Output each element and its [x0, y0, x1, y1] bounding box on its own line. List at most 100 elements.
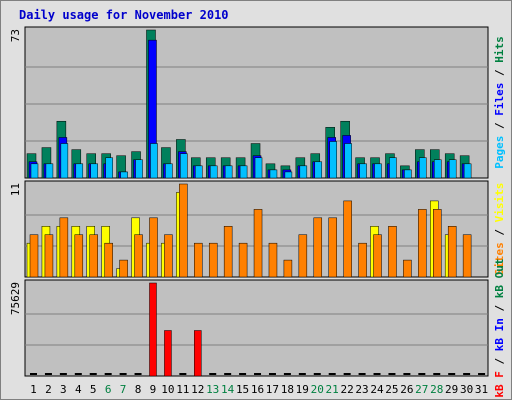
bar-sites [29, 234, 39, 278]
x-tick-label: 21 [326, 383, 339, 396]
legend-entry: / [493, 351, 506, 371]
bar-pages [374, 163, 382, 179]
x-tick-label: 16 [251, 383, 264, 396]
x-tick-label: 28 [430, 383, 443, 396]
legend-entry: Visits [493, 183, 506, 223]
bar-pages [105, 157, 113, 179]
x-tick-label: 1 [30, 383, 37, 396]
x-tick-label: 11 [176, 383, 189, 396]
x-tick-label: 25 [385, 383, 398, 396]
bar-sites [164, 234, 173, 278]
bar-sites [418, 209, 427, 278]
bar-sites [313, 217, 323, 278]
legend-entry: Pages [493, 136, 506, 169]
bar-sites [223, 226, 233, 278]
bar-pages [120, 171, 128, 179]
x-tick-label: 10 [161, 383, 174, 396]
x-axis-labels: 1 2 3 4 5 6 7 8 9 10 11 12 13 14 15 16 17 18 19 20 21 22 23 24 2… [30, 383, 488, 396]
bar-pages [269, 169, 278, 179]
x-tick-label: 5 [90, 383, 97, 396]
bar-pages [389, 157, 397, 179]
panel-kbytes-max-label: 75629 [9, 282, 22, 315]
bar-sites [283, 259, 293, 278]
bar-pages [463, 163, 472, 179]
legend-entry: / [493, 63, 506, 83]
bar-kbf [194, 330, 202, 377]
bar-pages [135, 159, 143, 179]
bar-pages [404, 169, 412, 179]
bar-pages [344, 143, 352, 179]
bar-sites [134, 234, 143, 278]
bar-sites [119, 259, 128, 278]
bar-pages [45, 163, 54, 179]
legend-entry: kB In [493, 318, 506, 351]
x-tick-label: 13 [206, 383, 219, 396]
x-tick-label: 31 [475, 383, 488, 396]
bar-sites [149, 217, 158, 278]
bar-sites [179, 183, 188, 278]
bar-kbf [149, 282, 157, 377]
x-tick-label: 4 [75, 383, 82, 396]
legend-entry: / [493, 222, 506, 242]
bar-sites [208, 242, 218, 278]
legend-entry: Files [493, 83, 506, 116]
x-tick-label: 20 [311, 383, 324, 396]
bar-sites [44, 234, 54, 278]
bar-pages [254, 157, 263, 179]
x-tick-label: 24 [370, 383, 384, 396]
panel-kbytes-legend: kB F / kB In / kB Out [493, 258, 506, 397]
x-tick-label: 22 [340, 383, 353, 396]
panel-visits-legend: Sites / Visits [493, 183, 506, 276]
x-tick-label: 6 [105, 383, 112, 396]
x-tick-label: 19 [296, 383, 309, 396]
bar-pages [239, 165, 248, 179]
x-tick-label: 26 [400, 383, 413, 396]
bar-pages [359, 163, 367, 179]
bar-sites [104, 242, 113, 278]
x-tick-label: 3 [60, 383, 67, 396]
bar-pages [209, 165, 218, 179]
legend-entry: / [493, 298, 506, 318]
x-tick-label: 14 [221, 383, 235, 396]
bar-sites [358, 242, 367, 278]
panel-visits-max-label: 11 [9, 183, 22, 196]
bar-sites [89, 234, 98, 278]
bar-pages [30, 163, 39, 179]
bar-sites [373, 234, 382, 278]
bar-sites [388, 226, 397, 278]
x-tick-label: 15 [236, 383, 249, 396]
x-tick-label: 7 [120, 383, 127, 396]
bar-sites [238, 242, 248, 278]
panel-hits-legend: Pages / Files / Hits [493, 36, 506, 169]
bar-pages [299, 165, 308, 179]
bar-pages [165, 163, 173, 179]
x-tick-label: 2 [45, 383, 52, 396]
x-tick-label: 17 [266, 383, 279, 396]
bar-sites [59, 217, 69, 278]
bar-sites [447, 226, 457, 278]
bar-sites [343, 200, 352, 278]
x-tick-label: 18 [281, 383, 294, 396]
bar-pages [448, 159, 457, 179]
legend-entry: / [493, 116, 506, 136]
legend-entry: Hits [493, 36, 506, 63]
bar-pages [329, 141, 337, 179]
bar-sites [298, 234, 308, 278]
bar-sites [433, 209, 442, 278]
panel-kbytes-plot-area [24, 279, 489, 377]
bar-sites [328, 217, 337, 278]
bar-pages [75, 163, 84, 179]
x-tick-label: 12 [191, 383, 204, 396]
bar-pages [314, 161, 323, 179]
bar-pages [195, 165, 203, 179]
bar-kbf [164, 330, 172, 377]
x-tick-label: 30 [460, 383, 473, 396]
bar-pages [90, 163, 98, 179]
bar-sites [194, 242, 203, 278]
panel-hits: 73 Pages / Files / Hits [9, 26, 506, 179]
x-tick-label: 29 [445, 383, 458, 396]
x-tick-label: 8 [135, 383, 142, 396]
legend-entry: kB Out [493, 258, 506, 298]
